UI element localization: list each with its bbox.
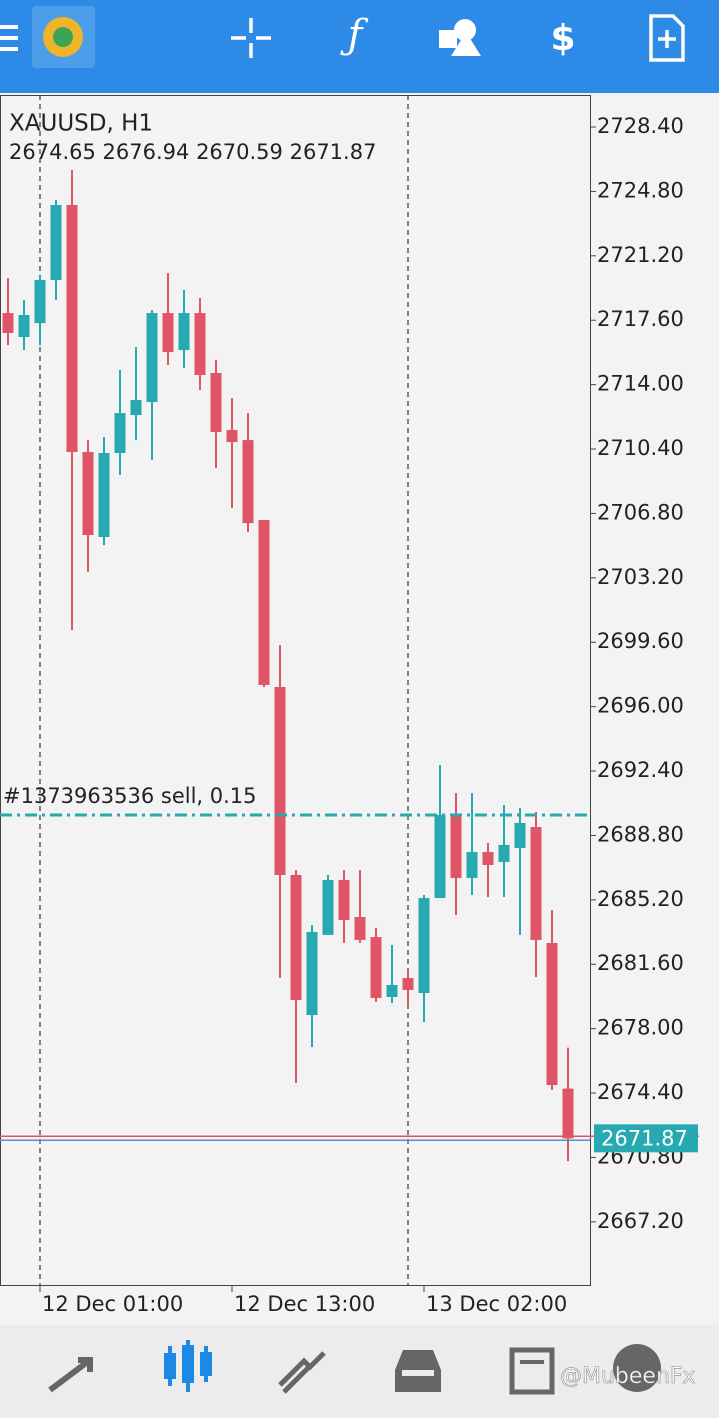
candle-body (386, 984, 398, 997)
high-value: 2676.94 (103, 140, 190, 164)
candle-body (290, 874, 302, 1001)
low-value: 2670.59 (196, 140, 283, 164)
candle-body (242, 440, 254, 524)
candle-body (226, 430, 238, 443)
candle-body (370, 937, 382, 999)
news-tab[interactable] (509, 1347, 555, 1395)
y-tick-label: 2717.60 (597, 307, 684, 331)
open-value: 2674.65 (9, 140, 96, 164)
candle-body (130, 400, 142, 416)
close-value: 2671.87 (290, 140, 377, 164)
trade-icon[interactable]: $ (550, 18, 575, 59)
trade-tab[interactable] (278, 1351, 326, 1394)
logo-mark-inner (53, 27, 73, 47)
candle-body (178, 313, 190, 351)
candle-body (2, 313, 14, 333)
candle-body (50, 205, 62, 280)
menu-icon[interactable] (0, 25, 18, 51)
candle-body (98, 452, 110, 538)
y-tick-label: 2688.80 (597, 822, 684, 846)
candle-body (434, 815, 446, 899)
y-tick-label: 2699.60 (597, 629, 684, 653)
candle-body (498, 844, 510, 862)
y-tick-label: 2721.20 (597, 243, 684, 267)
x-tick-label: 13 Dec 02:00 (426, 1292, 567, 1316)
candle-body (466, 852, 478, 879)
candle-body (146, 313, 158, 402)
y-tick-label: 2678.00 (597, 1016, 684, 1040)
candle-body (274, 686, 286, 875)
candle-body (402, 978, 414, 991)
y-tick-label: 2674.40 (597, 1080, 684, 1104)
candle-body (450, 815, 462, 879)
ohlc-readout: 2674.65 2676.94 2670.59 2671.87 (9, 140, 376, 164)
candle-body (66, 205, 78, 453)
candle-body (258, 520, 270, 685)
price-tag-label: 2671.87 (601, 1126, 688, 1150)
watermark: @MubeenFx (560, 1364, 696, 1389)
bottom-bar (0, 1325, 719, 1418)
objects-icon[interactable] (439, 19, 481, 56)
candle-body (114, 413, 126, 453)
candle-body (162, 313, 174, 353)
candle-body (82, 452, 94, 536)
y-tick-label: 2710.40 (597, 436, 684, 460)
candle-body (306, 932, 318, 1016)
candle-body (354, 917, 366, 940)
top-bar (0, 0, 719, 93)
candle-body (546, 942, 558, 1085)
y-tick-label: 2706.80 (597, 500, 684, 524)
y-tick-label: 2681.60 (597, 951, 684, 975)
candle-body (482, 852, 494, 865)
quotes-tab[interactable] (48, 1357, 93, 1393)
candle-body (338, 879, 350, 921)
candle-body (562, 1088, 574, 1139)
plot-frame (0, 95, 591, 1286)
candle-body (18, 315, 30, 338)
candle-body (194, 313, 206, 375)
candle-body (418, 898, 430, 994)
y-tick-label: 2728.40 (597, 114, 684, 138)
price-tag (594, 1124, 698, 1153)
y-tick-label: 2724.80 (597, 178, 684, 202)
crosshair-icon[interactable] (231, 18, 271, 58)
x-tick-label: 12 Dec 01:00 (42, 1292, 183, 1316)
history-tab[interactable] (395, 1350, 441, 1392)
y-tick-label: 2685.20 (597, 887, 684, 911)
x-tick-label: 12 Dec 13:00 (234, 1292, 375, 1316)
y-tick-label: 2692.40 (597, 758, 684, 782)
candle-body (514, 822, 526, 848)
chat-tab[interactable] (613, 1344, 661, 1392)
y-tick-label: 2667.20 (597, 1209, 684, 1233)
candle-body (34, 279, 46, 324)
y-tick-label: 2714.00 (597, 372, 684, 396)
candle-body (322, 879, 334, 935)
chart-tab[interactable] (164, 1340, 212, 1392)
chart-title: XAUUSD, H1 (9, 111, 153, 137)
y-tick-label: 2696.00 (597, 694, 684, 718)
order-label: #1373963536 sell, 0.15 (3, 784, 257, 808)
candle-body (210, 373, 222, 433)
plot (2, 169, 574, 1162)
candle-body (530, 827, 542, 940)
new-order-icon[interactable] (649, 14, 685, 62)
y-tick-label: 2703.20 (597, 565, 684, 589)
